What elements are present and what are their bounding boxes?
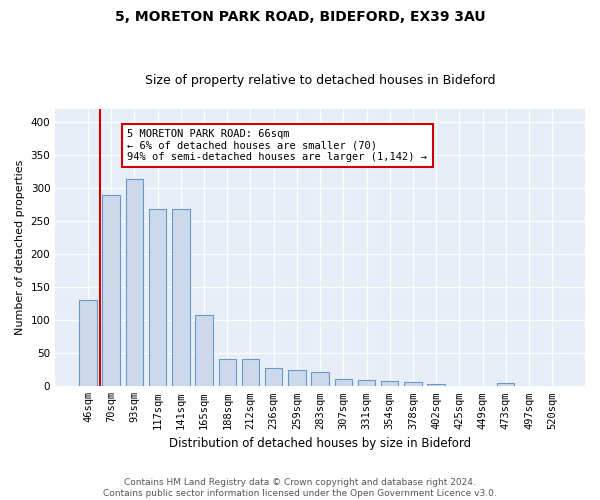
Text: 5, MORETON PARK ROAD, BIDEFORD, EX39 3AU: 5, MORETON PARK ROAD, BIDEFORD, EX39 3AU xyxy=(115,10,485,24)
Bar xyxy=(79,300,97,386)
Bar xyxy=(265,368,283,386)
Bar xyxy=(288,370,305,386)
Bar xyxy=(427,384,445,386)
Y-axis label: Number of detached properties: Number of detached properties xyxy=(15,160,25,336)
Bar xyxy=(335,379,352,386)
X-axis label: Distribution of detached houses by size in Bideford: Distribution of detached houses by size … xyxy=(169,437,471,450)
Text: Contains HM Land Registry data © Crown copyright and database right 2024.
Contai: Contains HM Land Registry data © Crown c… xyxy=(103,478,497,498)
Bar xyxy=(358,380,375,386)
Bar xyxy=(404,382,422,386)
Bar xyxy=(196,315,213,386)
Bar xyxy=(172,210,190,386)
Bar xyxy=(149,210,166,386)
Bar xyxy=(497,383,514,386)
Bar xyxy=(311,372,329,386)
Text: 5 MORETON PARK ROAD: 66sqm
← 6% of detached houses are smaller (70)
94% of semi-: 5 MORETON PARK ROAD: 66sqm ← 6% of detac… xyxy=(127,129,427,162)
Bar xyxy=(381,381,398,386)
Bar xyxy=(242,358,259,386)
Bar xyxy=(103,196,120,386)
Title: Size of property relative to detached houses in Bideford: Size of property relative to detached ho… xyxy=(145,74,496,87)
Bar xyxy=(125,179,143,386)
Bar xyxy=(218,358,236,386)
